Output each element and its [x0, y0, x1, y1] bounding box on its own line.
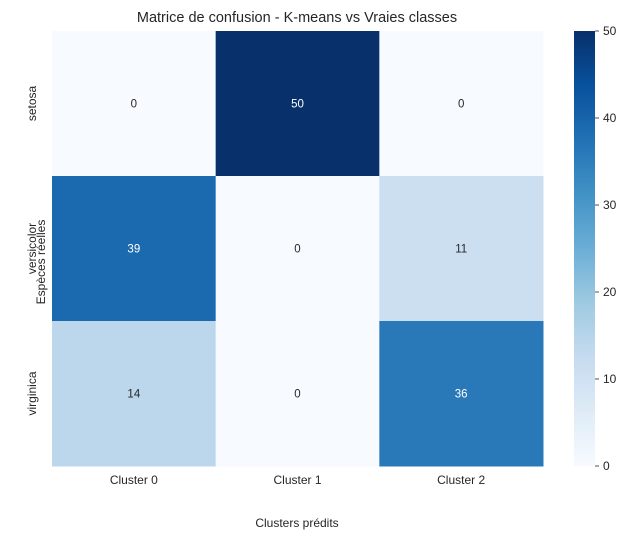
cell-value-label: 0 — [131, 99, 137, 111]
cell-value-label: 11 — [455, 244, 467, 256]
y-axis-label: Espèces réelles — [34, 220, 48, 305]
x-axis-ticks: Cluster 0 Cluster 1 Cluster 2 — [110, 473, 486, 487]
y-axis-ticks: setosa versicolor virginica — [25, 85, 39, 415]
colorbar-tick-label: 10 — [603, 372, 617, 386]
chart-title: Matrice de confusion - K-means vs Vraies… — [137, 10, 457, 26]
x-tick-label: Cluster 1 — [273, 473, 321, 487]
heatmap-cell — [52, 321, 217, 467]
colorbar-tick-label: 20 — [603, 285, 617, 299]
cell-value-label: 36 — [455, 389, 468, 401]
cell-value-label: 0 — [458, 99, 464, 111]
cell-value-label: 0 — [294, 244, 300, 256]
heatmap-cells — [52, 31, 544, 467]
heatmap-cell — [215, 31, 380, 177]
heatmap-cell — [379, 176, 544, 322]
heatmap-cell — [379, 31, 544, 177]
heatmap-cell — [52, 31, 217, 177]
cell-value-label: 50 — [291, 99, 304, 111]
cell-value-label: 14 — [127, 389, 140, 401]
colorbar-tick-label: 0 — [603, 459, 610, 473]
heatmap-cell — [379, 321, 544, 467]
heatmap-cell — [52, 176, 217, 322]
heatmap-cell-labels: 0 50 0 39 0 11 14 0 36 — [127, 99, 467, 401]
colorbar — [574, 31, 595, 466]
y-tick-label: setosa — [25, 85, 39, 121]
colorbar-ticks: 0 10 20 30 40 50 — [595, 24, 617, 473]
x-tick-label: Cluster 2 — [437, 473, 485, 487]
colorbar-tick-label: 30 — [603, 198, 617, 212]
y-tick-label: virginica — [25, 371, 39, 415]
heatmap-cell — [215, 176, 380, 322]
y-tick-label: versicolor — [25, 223, 39, 274]
colorbar-tick-label: 40 — [603, 111, 617, 125]
cell-value-label: 39 — [127, 244, 140, 256]
heatmap-cell — [215, 321, 380, 467]
colorbar-tick-label: 50 — [603, 24, 617, 38]
x-axis-label: Clusters prédits — [255, 516, 338, 530]
cell-value-label: 0 — [294, 389, 300, 401]
x-tick-label: Cluster 0 — [110, 473, 158, 487]
